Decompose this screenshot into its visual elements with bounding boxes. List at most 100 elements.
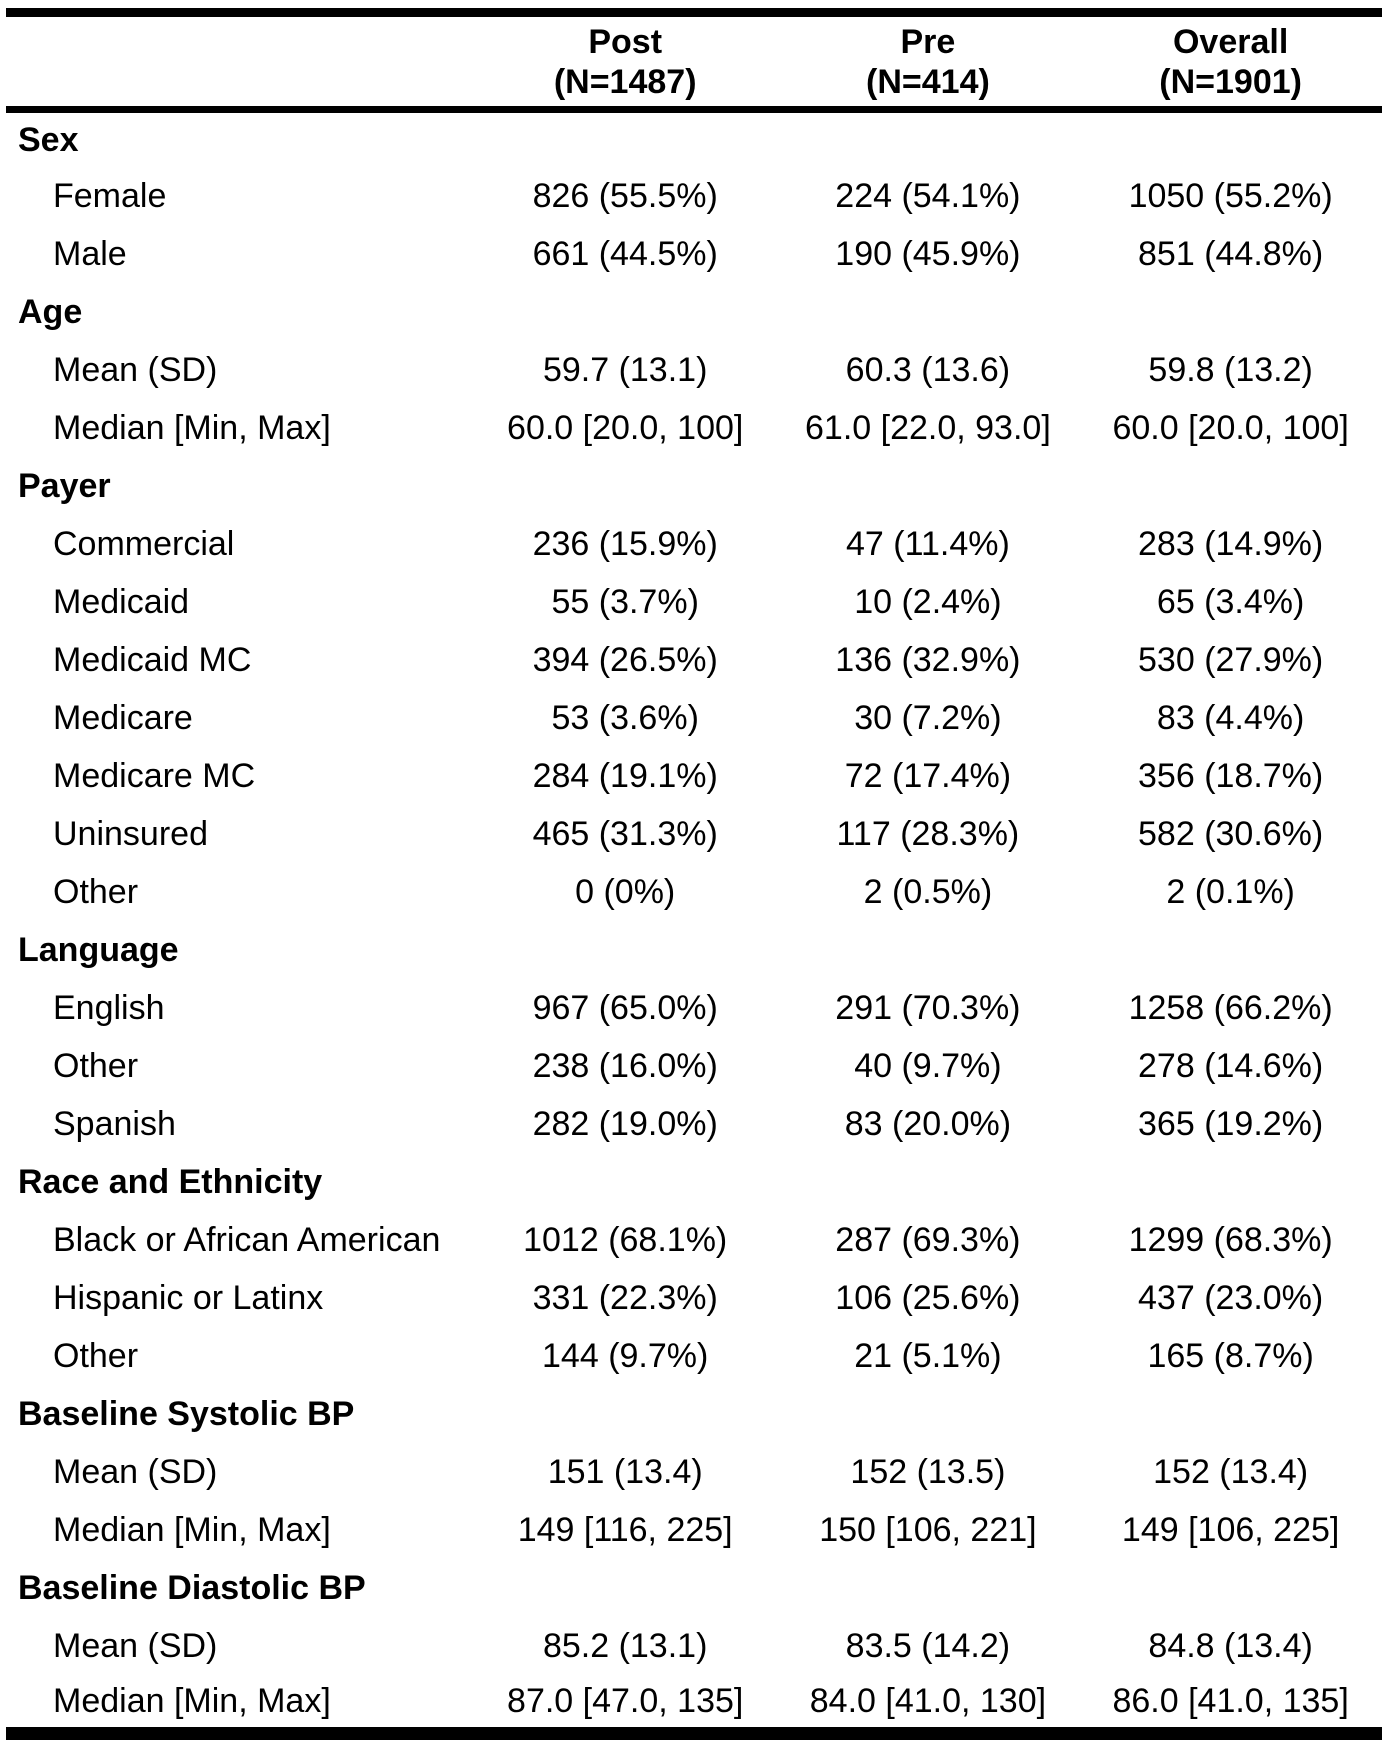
pre-value: 106 (25.6%) (835, 1279, 1021, 1317)
empty-cell (777, 284, 1080, 342)
pre-value: 72 (17.4%) (844, 757, 1012, 795)
overall-column-n: (N=1901) (1159, 62, 1302, 101)
empty-cell (474, 922, 777, 980)
post-value: 144 (9.7%) (542, 1337, 709, 1375)
table-row: Median [Min, Max] 87.0 [47.0, 135] 84.0 [4… (6, 1676, 1382, 1734)
row-label: Mean (SD) (53, 351, 218, 389)
post-value: 0 (0%) (575, 873, 676, 911)
overall-value: 356 (18.7%) (1138, 757, 1324, 795)
post-value: 282 (19.0%) (532, 1105, 718, 1143)
section-row: Sex (6, 110, 1382, 168)
pre-value: 291 (70.3%) (835, 989, 1021, 1027)
table-row: Mean (SD) 59.7 (13.1) 60.3 (13.6) 59.8 (13.… (6, 342, 1382, 400)
table-row: Medicaid 55 (3.7%) 10 (2.4%) 65 (3.4%) (6, 574, 1382, 632)
pre-value: 40 (9.7%) (854, 1047, 1002, 1085)
table-row: English 967 (65.0%) 291 (70.3%) 1258 (66.2%… (6, 980, 1382, 1038)
empty-cell (474, 458, 777, 516)
table-row: Commercial 236 (15.9%) 47 (11.4%) 283 (14.9… (6, 516, 1382, 574)
empty-cell (474, 284, 777, 342)
overall-value: 1299 (68.3%) (1128, 1221, 1333, 1259)
table-row: Other 238 (16.0%) 40 (9.7%) 278 (14.6%) (6, 1038, 1382, 1096)
pre-value: 47 (11.4%) (846, 525, 1010, 563)
section-title: Baseline Diastolic BP (18, 1569, 366, 1607)
column-header-overall: Overall (N=1901) (1079, 12, 1382, 113)
post-value: 85.2 (13.1) (542, 1627, 708, 1665)
section-title: Race and Ethnicity (18, 1163, 323, 1201)
overall-value: 851 (44.8%) (1138, 235, 1324, 273)
overall-value: 59.8 (13.2) (1148, 351, 1313, 389)
pre-value: 224 (54.1%) (835, 177, 1021, 215)
section-row: Baseline Systolic BP (6, 1386, 1382, 1444)
table-row: Hispanic or Latinx 331 (22.3%) 106 (25.6%)… (6, 1270, 1382, 1328)
empty-cell (474, 1154, 777, 1212)
post-value: 331 (22.3%) (532, 1279, 718, 1317)
row-label: Median [Min, Max] (53, 409, 331, 447)
post-value: 55 (3.7%) (551, 583, 699, 621)
overall-value: 149 [106, 225] (1121, 1511, 1340, 1549)
row-label: Medicare (53, 699, 193, 737)
section-row: Language (6, 922, 1382, 980)
overall-value: 165 (8.7%) (1147, 1337, 1314, 1375)
table-row: Uninsured 465 (31.3%) 117 (28.3%) 582 (30.6… (6, 806, 1382, 864)
row-label: Medicaid (53, 583, 190, 621)
table-row: Mean (SD) 85.2 (13.1) 83.5 (14.2) 84.8 (13.… (6, 1618, 1382, 1676)
overall-value: 84.8 (13.4) (1148, 1627, 1313, 1665)
table-row: Other 0 (0%) 2 (0.5%) 2 (0.1%) (6, 864, 1382, 922)
row-label: Median [Min, Max] (53, 1511, 331, 1549)
empty-cell (474, 1386, 777, 1444)
empty-cell (1079, 284, 1382, 342)
empty-cell (1079, 110, 1382, 168)
post-column-label: Post (588, 22, 663, 61)
row-label: Medicaid MC (53, 641, 252, 679)
pre-value: 61.0 [22.0, 93.0] (805, 409, 1051, 447)
pre-value: 152 (13.5) (850, 1453, 1006, 1491)
summary-table: Post (N=1487) Pre (N=414) Overall (N=190… (6, 8, 1382, 1740)
table-row: Median [Min, Max] 149 [116, 225] 150 [106,… (6, 1502, 1382, 1560)
post-value: 151 (13.4) (547, 1453, 703, 1491)
overall-value: 278 (14.6%) (1138, 1047, 1324, 1085)
overall-value: 582 (30.6%) (1138, 815, 1324, 853)
empty-cell (1079, 458, 1382, 516)
row-label: Median [Min, Max] (53, 1681, 331, 1720)
empty-cell (777, 110, 1080, 168)
post-value: 284 (19.1%) (532, 757, 718, 795)
overall-value: 437 (23.0%) (1138, 1279, 1324, 1317)
empty-cell (474, 1560, 777, 1618)
post-value: 236 (15.9%) (532, 525, 718, 563)
table-header-row: Post (N=1487) Pre (N=414) Overall (N=190… (6, 12, 1382, 113)
pre-value: 21 (5.1%) (854, 1337, 1002, 1375)
post-value: 465 (31.3%) (532, 815, 718, 853)
row-label: Other (53, 1337, 139, 1375)
pre-value: 190 (45.9%) (835, 235, 1021, 273)
section-title: Payer (18, 467, 111, 505)
empty-cell (1079, 1154, 1382, 1212)
table-row: Median [Min, Max] 60.0 [20.0, 100] 61.0 [2… (6, 400, 1382, 458)
post-value: 60.0 [20.0, 100] (507, 409, 744, 447)
post-value: 149 [116, 225] (517, 1511, 733, 1549)
post-value: 1012 (68.1%) (523, 1221, 728, 1259)
pre-value: 287 (69.3%) (835, 1221, 1021, 1259)
section-title: Age (18, 293, 83, 331)
pre-value: 117 (28.3%) (836, 815, 1020, 853)
overall-value: 365 (19.2%) (1138, 1105, 1324, 1143)
table-row: Mean (SD) 151 (13.4) 152 (13.5) 152 (13.4) (6, 1444, 1382, 1502)
post-value: 59.7 (13.1) (542, 351, 708, 389)
overall-value: 283 (14.9%) (1138, 525, 1324, 563)
column-header-post: Post (N=1487) (473, 12, 777, 113)
pre-value: 150 [106, 221] (819, 1511, 1037, 1549)
overall-value: 2 (0.1%) (1166, 873, 1295, 911)
empty-cell (1079, 1386, 1382, 1444)
pre-value: 2 (0.5%) (863, 873, 993, 911)
section-row: Age (6, 284, 1382, 342)
table-row: Other 144 (9.7%) 21 (5.1%) 165 (8.7%) (6, 1328, 1382, 1386)
section-title: Sex (18, 120, 79, 159)
table-row: Male 661 (44.5%) 190 (45.9%) 851 (44.8%) (6, 226, 1382, 284)
row-label: Mean (SD) (53, 1453, 218, 1491)
post-value: 394 (26.5%) (532, 641, 718, 679)
row-label: Other (53, 1047, 139, 1085)
empty-cell (1079, 1560, 1382, 1618)
overall-value: 65 (3.4%) (1156, 583, 1305, 621)
overall-value: 83 (4.4%) (1156, 699, 1305, 737)
table-row: Medicaid MC 394 (26.5%) 136 (32.9%) 530 (27… (6, 632, 1382, 690)
row-label: English (53, 989, 165, 1027)
